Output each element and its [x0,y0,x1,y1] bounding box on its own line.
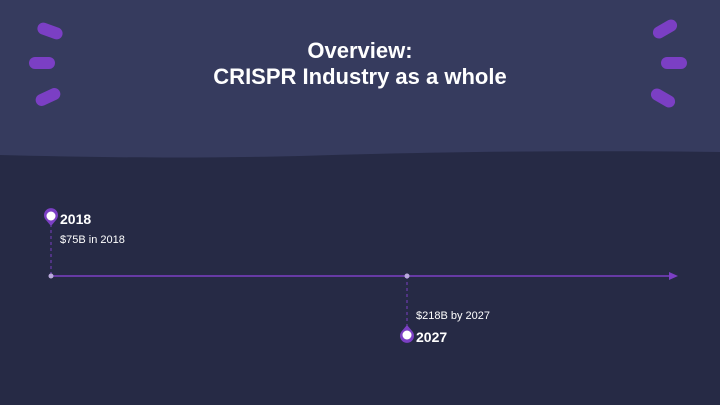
title-line-2: CRISPR Industry as a whole [213,64,507,89]
left-middle-brush-stroke [29,57,55,69]
title-line-1: Overview: [307,38,413,63]
event-detail-2027: $218B by 2027 [416,310,491,322]
slide-title: Overview: CRISPR Industry as a whole [0,38,720,90]
axis-dot-2018 [48,273,54,279]
event-year-2018: 2018 [60,211,92,227]
header-band [0,0,720,158]
right-middle-brush-stroke [661,57,687,69]
pin-marker-2027 [400,325,414,343]
timeline-arrowhead [669,272,678,280]
axis-dot-2027 [404,273,410,279]
pin-marker-2018 [44,208,59,226]
event-year-2027: 2027 [416,329,448,345]
event-detail-2018: $75B in 2018 [60,234,125,246]
